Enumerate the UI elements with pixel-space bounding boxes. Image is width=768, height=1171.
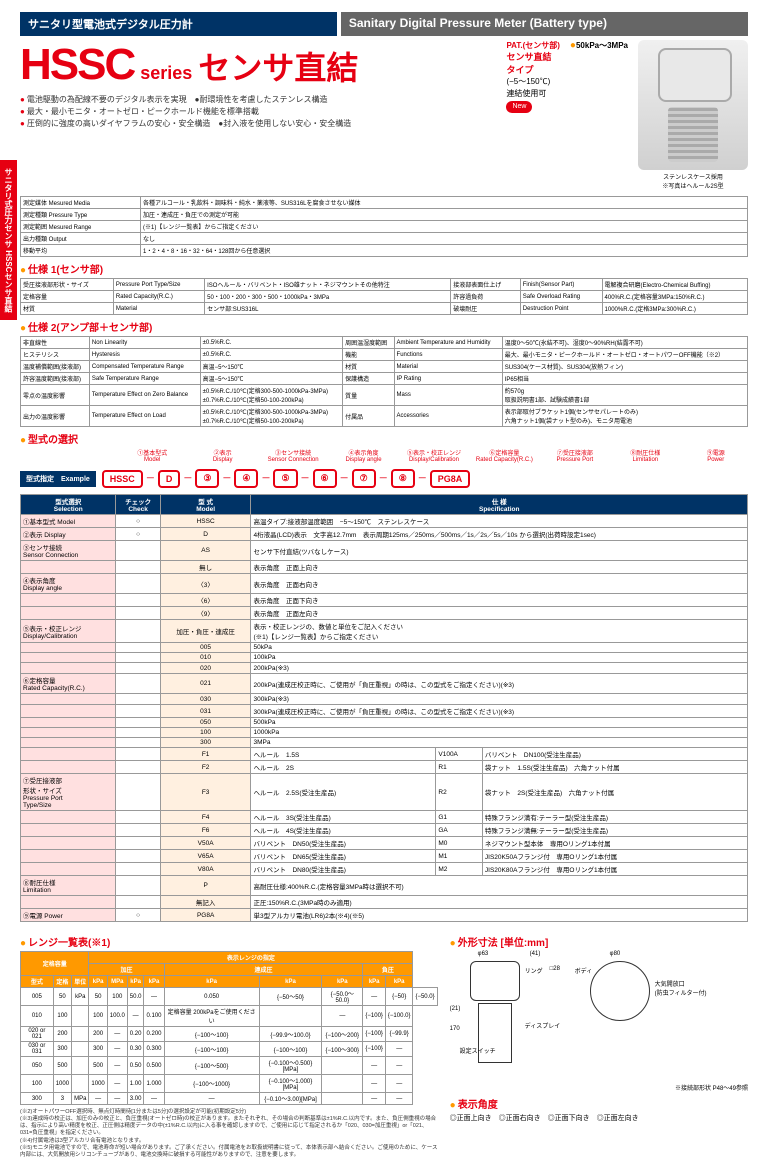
feature-bullet: 最大・最小モニタ・オートゼロ・ピークホールド機能を標準搭載	[20, 106, 496, 118]
conn-note: 連結使用可	[506, 88, 559, 99]
spec2-heading: 仕様 2(アンプ部＋センサ部)	[20, 319, 748, 334]
range-heading: レンジ一覧表(※1)	[20, 934, 438, 949]
dim-label: ディスプレイ	[525, 1021, 561, 1030]
dim-label: φ63	[478, 951, 489, 957]
format-label: 型式指定 Example	[20, 471, 96, 487]
angle-options: ◎正面上向き ◎正面右向き ◎正面下向き ◎正面左向き	[450, 1113, 748, 1123]
dim-label: (41)	[530, 951, 541, 957]
patent-box: PAT.(センサ部) センサ直結 タイプ (−5〜150℃) 連結使用可 New	[506, 40, 559, 113]
range-table: 定格容量表示レンジの指定加圧連成圧負圧型式定格単位kPaMPakPakPakPa…	[20, 951, 438, 1105]
spec-range: ●50kPa〜3MPa	[570, 40, 628, 51]
dim-label: 設定スイッチ	[460, 1046, 496, 1055]
format-heading: 型式の選択	[20, 431, 748, 446]
feature-bullet: 圧倒的に強度の高いダイヤフラムの安心・安全構造 ●封入液を使用しない安心・安全構…	[20, 118, 496, 130]
product-image: ステンレスケース採用 ※写真はヘルール2S型	[638, 40, 748, 190]
product-code: HSSC	[20, 40, 134, 90]
side-tab: サニタリ式圧力センサ HSSCセンサ直結	[0, 160, 17, 320]
header-jp: サニタリ型電池式デジタル圧力計	[20, 12, 337, 36]
pat-label: PAT.(センサ部)	[506, 40, 559, 51]
footnotes: (※2)オートパワーOFF選択時、無点灯時間待[1分または5分]の選択設定が可能…	[20, 1109, 438, 1159]
dim-label: リング	[525, 966, 543, 975]
dim-label: (21)	[450, 1006, 461, 1012]
product-subtitle: センサ直結	[198, 43, 358, 89]
header-en: Sanitary Digital Pressure Meter (Battery…	[341, 12, 748, 36]
feature-bullet: 電池駆動の為配線不要のデジタル表示を実現 ●耐環境性を考慮したステンレス構造	[20, 94, 496, 106]
hero-section: HSSC series センサ直結 電池駆動の為配線不要のデジタル表示を実現 ●…	[20, 40, 748, 190]
dims-footnote: ※接続部形状 P48〜49参照	[450, 1083, 748, 1092]
dim-label: 大気開放口 (防虫フィルター付)	[655, 979, 707, 997]
sensor-type: センサ直結 タイプ	[506, 51, 559, 76]
selection-table: 型式選択 Selectionチェック Check型 式 Model仕 様 Spe…	[20, 494, 748, 922]
dim-label: φ80	[610, 951, 621, 957]
spec1-heading: 仕様 1(センサ部)	[20, 261, 748, 276]
dim-label: 170	[450, 1026, 460, 1032]
series-label: series	[140, 63, 192, 84]
spec2-table: 非直線性Non Linearity±0.5%R.C.周囲温湿度範囲Ambient…	[20, 336, 748, 427]
temp-range: (−5〜150℃)	[506, 76, 559, 87]
dim-label: □28	[550, 966, 560, 972]
spec-text: 50kPa〜3MPa	[576, 41, 628, 50]
angle-heading: 表示角度	[450, 1096, 748, 1111]
dims-heading: 外形寸法 [単位:mm]	[450, 934, 748, 949]
dimension-diagram: φ63 (41) リング □28 大気開放口 (防虫フィルター付) ボディ (2…	[450, 951, 748, 1081]
format-headers: ①基本型式 Model②表示 Display③センサ接続 Sensor Conn…	[120, 448, 748, 463]
dim-label: ボディ	[575, 966, 593, 975]
image-caption: ステンレスケース採用 ※写真はヘルール2S型	[638, 172, 748, 190]
top-bar: サニタリ型電池式デジタル圧力計 Sanitary Digital Pressur…	[20, 12, 748, 36]
format-example: 型式指定 Example HSSC—D—③—④—⑤—⑥—⑦—⑧—PG8A	[20, 469, 748, 488]
spec1-table: 受圧接液部形状・サイズPressure Port Type/SizeISOヘルー…	[20, 278, 748, 315]
new-badge: New	[506, 101, 532, 113]
basic-spec-table: 測定媒体 Mesured Media各種アルコール・乳飲料・調味料・純水・薬液等…	[20, 196, 748, 257]
